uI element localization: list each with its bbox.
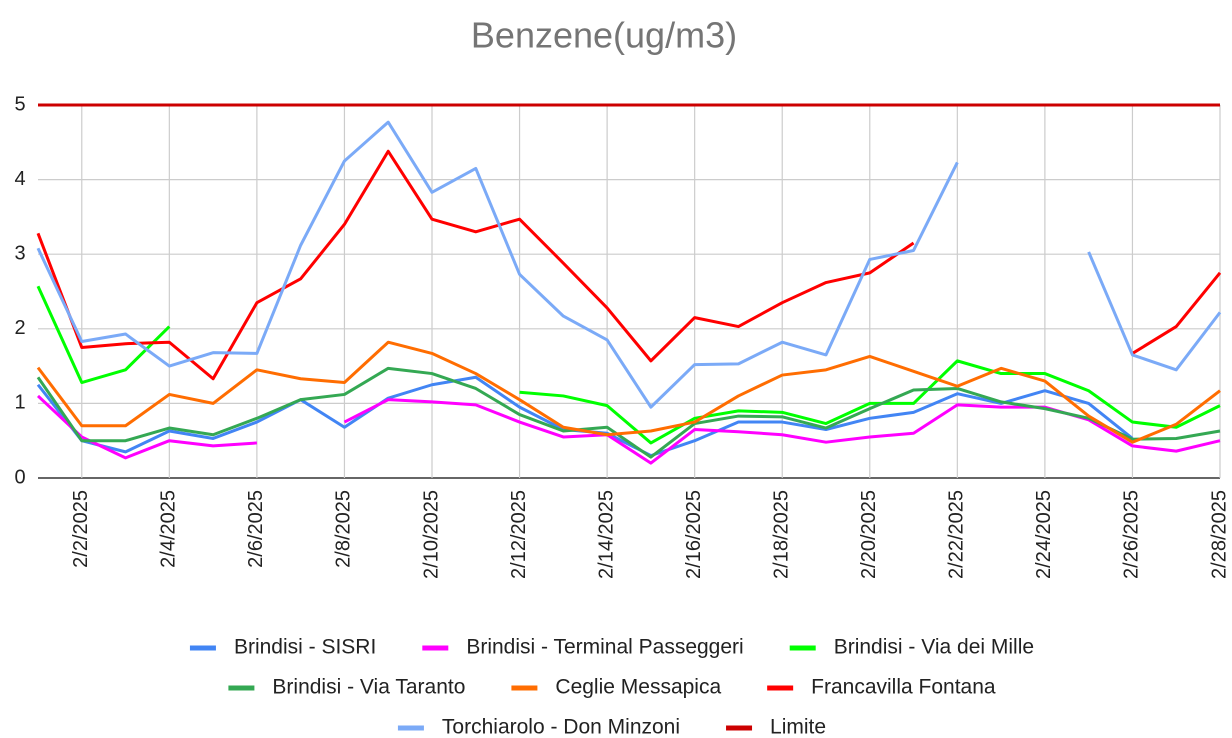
x-tick-label: 2/8/2025 bbox=[333, 490, 355, 568]
y-tick-label: 4 bbox=[14, 168, 25, 190]
x-tick-label: 2/10/2025 bbox=[420, 490, 442, 579]
legend-label: Brindisi - Terminal Passeggeri bbox=[466, 636, 743, 659]
legend-label: Francavilla Fontana bbox=[811, 676, 996, 699]
series-line bbox=[36, 285, 171, 385]
series-line bbox=[1087, 251, 1222, 372]
x-tick-label: 2/12/2025 bbox=[508, 490, 530, 579]
x-tick-label: 2/2/2025 bbox=[70, 490, 92, 568]
legend-label: Ceglie Messapica bbox=[555, 676, 721, 699]
x-tick-label: 2/16/2025 bbox=[683, 490, 705, 579]
y-tick-label: 1 bbox=[14, 392, 25, 414]
x-tick-label: 2/26/2025 bbox=[1121, 490, 1143, 579]
y-tick-label: 3 bbox=[14, 242, 25, 264]
legend-label: Brindisi - Via dei Mille bbox=[834, 636, 1034, 659]
legend-row: Torchiarolo - Don Minzoni Limite bbox=[397, 716, 826, 738]
x-tick-label: 2/4/2025 bbox=[158, 490, 180, 568]
legend-row: Brindisi - Via Taranto Ceglie Messapica Fr… bbox=[228, 676, 996, 699]
series-line bbox=[36, 149, 915, 381]
series-line bbox=[519, 359, 1221, 445]
y-tick-label: 0 bbox=[14, 466, 25, 488]
series-line bbox=[36, 366, 1221, 459]
x-tick-label: 2/6/2025 bbox=[245, 490, 267, 568]
chart-title: Benzene(ug/m3) bbox=[471, 15, 737, 56]
x-tick-label: 2/22/2025 bbox=[946, 490, 968, 579]
legend-label: Torchiarolo - Don Minzoni bbox=[442, 716, 680, 738]
x-tick-label: 2/24/2025 bbox=[1033, 490, 1055, 579]
series-line bbox=[1131, 271, 1222, 355]
x-tick-label: 2/18/2025 bbox=[771, 490, 793, 579]
y-tick-label: 2 bbox=[14, 317, 25, 339]
legend-label: Brindisi - Via Taranto bbox=[272, 676, 465, 699]
legend-label: Brindisi - SISRI bbox=[234, 636, 376, 659]
series-line bbox=[36, 340, 1221, 444]
x-tick-label: 2/28/2025 bbox=[1208, 490, 1230, 579]
legend-label: Limite bbox=[770, 716, 826, 738]
legend-row: Brindisi - SISRI Brindisi - Terminal Pass… bbox=[189, 636, 1034, 659]
series-line bbox=[36, 120, 959, 409]
x-tick-label: 2/20/2025 bbox=[858, 490, 880, 579]
y-tick-label: 5 bbox=[14, 93, 25, 115]
x-tick-label: 2/14/2025 bbox=[595, 490, 617, 579]
